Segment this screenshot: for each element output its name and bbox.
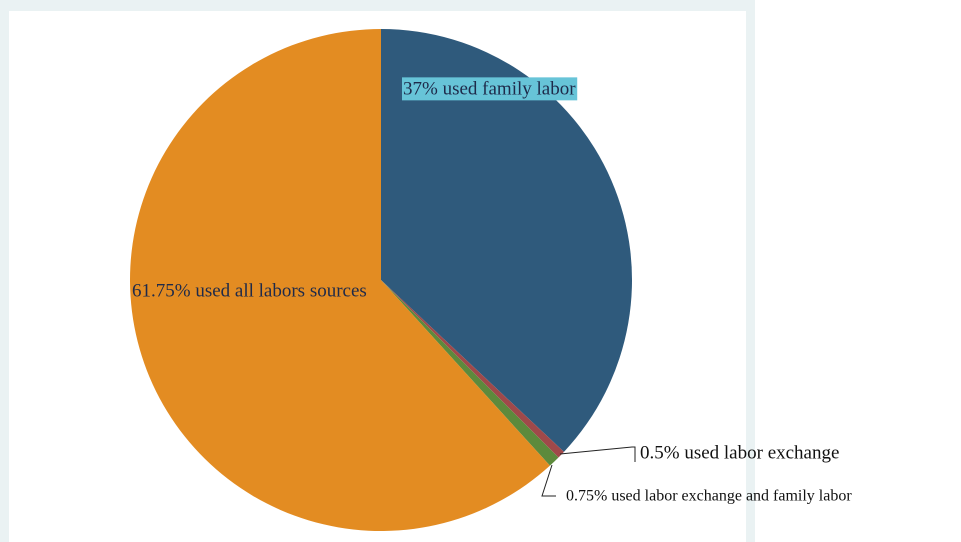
leader-line-3	[541, 464, 556, 497]
slice-label-2: 0.5% used labor exchange	[640, 442, 839, 463]
pie-slice-1	[381, 29, 633, 452]
pie-slices	[129, 29, 633, 531]
pie-slice-3	[381, 280, 559, 466]
slice-label-background-1	[402, 77, 578, 101]
slice-label-3: 0.75% used labor exchange and family lab…	[566, 488, 852, 505]
pie-slice-4	[129, 29, 550, 531]
slice-labels: 37% used family labor 0.5% used labor exc…	[132, 77, 852, 505]
slice-label-1: 37% used family labor	[403, 78, 576, 99]
slice-label-4: 61.75% used all labors sources	[132, 280, 367, 301]
leader-lines	[541, 446, 636, 497]
leader-line-2	[559, 446, 636, 462]
pie-slice-2	[381, 280, 564, 458]
